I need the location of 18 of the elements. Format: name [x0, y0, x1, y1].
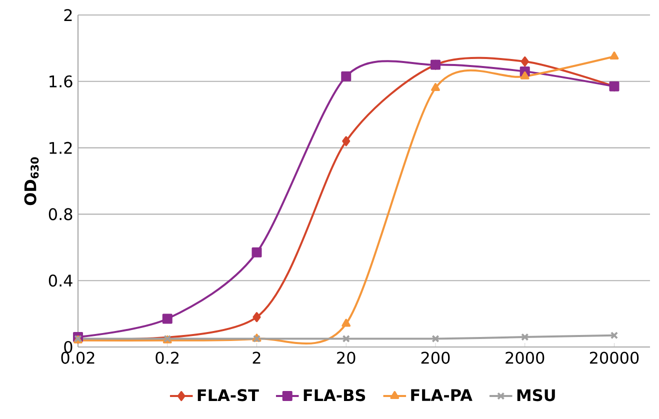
legend-label: FLA-ST: [198, 389, 259, 402]
y-tick-label: 1.6: [50, 75, 72, 88]
x-tick-label: 0.2: [156, 352, 178, 364]
x-tick-label: 2: [252, 352, 260, 364]
y-tick-label: 0.4: [48, 274, 72, 287]
x-tick-label: 0.02: [61, 352, 94, 364]
y-tick-label: 0.8: [48, 208, 72, 220]
x-tick-label: 2000: [506, 352, 544, 364]
legend-label: FLA-PA: [411, 389, 472, 401]
y-axis-title: OD$_{630}$: [24, 157, 39, 206]
legend-label: MSU: [517, 389, 555, 402]
y-tick-label: 0: [64, 340, 72, 354]
x-tick-label: 20000: [590, 352, 639, 364]
y-tick-label: 1.2: [50, 142, 72, 154]
y-tick-label: 2: [64, 9, 72, 21]
x-tick-label: 200: [421, 352, 450, 364]
legend-label: FLA-BS: [304, 389, 366, 402]
x-tick-label: 20: [337, 352, 356, 364]
